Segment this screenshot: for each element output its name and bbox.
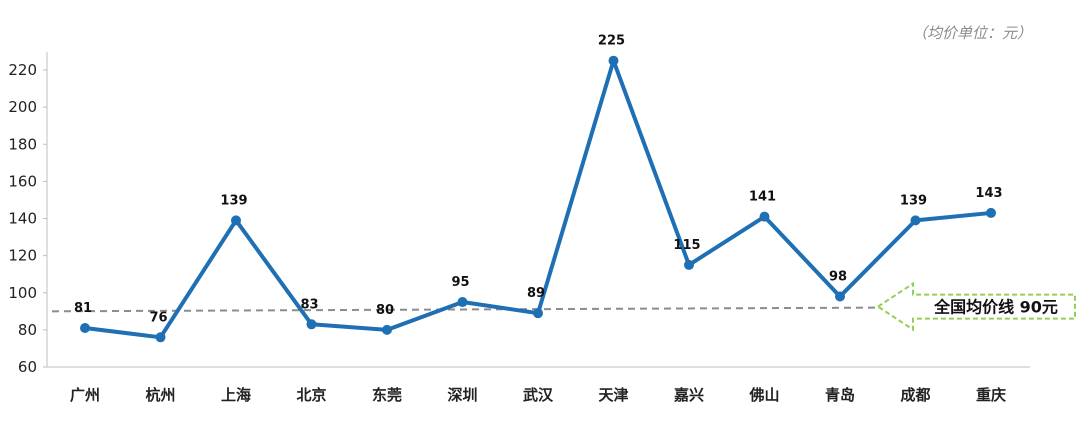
x-tick-label: 青岛 — [825, 386, 855, 404]
y-tick-label: 180 — [8, 135, 37, 153]
data-point — [457, 297, 468, 308]
data-point — [533, 308, 543, 319]
y-tick-label: 60 — [18, 358, 37, 376]
x-tick-label: 上海 — [221, 386, 251, 404]
data-label: 95 — [451, 275, 469, 290]
data-label: 80 — [376, 303, 394, 318]
unit-note: （均价单位：元） — [911, 24, 1032, 42]
x-tick-label: 佛山 — [748, 386, 779, 404]
x-tick-label: 深圳 — [447, 386, 477, 404]
data-label: 143 — [975, 186, 1002, 201]
data-label: 141 — [749, 190, 776, 205]
average-arrow-callout — [876, 281, 1076, 332]
y-tick-label: 160 — [8, 172, 37, 190]
data-label: 139 — [220, 193, 247, 208]
x-tick-label: 成都 — [900, 386, 930, 404]
data-point — [835, 291, 845, 302]
x-tick-label: 天津 — [598, 386, 628, 404]
y-tick-label: 220 — [8, 61, 37, 79]
data-label: 115 — [673, 238, 700, 253]
y-tick-label: 80 — [18, 321, 37, 339]
data-label: 225 — [598, 34, 625, 49]
data-point — [684, 259, 694, 270]
data-point — [231, 215, 241, 226]
y-tick-label: 200 — [8, 98, 37, 116]
average-line-label: 全国均价线 90元 — [933, 298, 1058, 317]
data-label: 81 — [74, 301, 92, 316]
x-tick-label: 嘉兴 — [673, 386, 704, 404]
data-point — [155, 332, 166, 343]
x-tick-label: 北京 — [296, 386, 326, 404]
average-reference-line — [51, 306, 881, 313]
x-tick-label: 重庆 — [976, 386, 1006, 404]
y-tick-label: 140 — [8, 210, 37, 228]
data-point — [306, 319, 317, 330]
data-label: 76 — [149, 310, 167, 325]
data-point — [759, 211, 770, 222]
x-tick-label: 广州 — [70, 386, 100, 404]
y-tick-label: 120 — [8, 247, 37, 265]
data-point — [80, 323, 90, 334]
data-point — [382, 324, 392, 335]
data-label: 139 — [900, 193, 927, 208]
x-tick-label: 东莞 — [372, 386, 402, 404]
data-point — [986, 207, 996, 218]
data-label: 83 — [300, 297, 318, 312]
x-tick-label: 杭州 — [145, 386, 175, 404]
y-tick-label: 100 — [8, 284, 37, 302]
x-tick-label: 武汉 — [523, 386, 554, 404]
data-label: 98 — [829, 269, 847, 284]
data-point — [910, 215, 921, 226]
data-label: 89 — [527, 286, 545, 301]
data-point — [608, 55, 619, 66]
